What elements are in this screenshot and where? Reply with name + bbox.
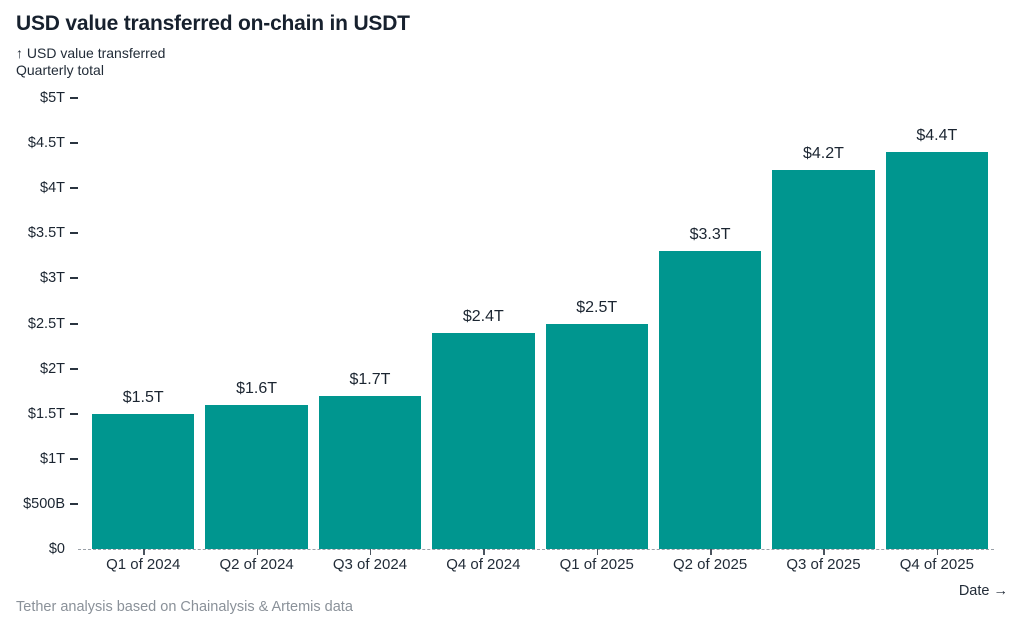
bar-value-label: $2.4T [462, 307, 504, 325]
y-axis-tick-mark [70, 232, 78, 235]
bar[interactable] [92, 413, 195, 549]
y-axis-label: $4T [40, 180, 65, 197]
y-axis-tick-mark [70, 412, 78, 415]
x-axis-baseline [78, 549, 994, 550]
bar-column: $3.3T Q2 of 2025 [658, 98, 762, 573]
x-axis-tick [596, 549, 599, 555]
y-axis-label: $4.5T [27, 135, 65, 152]
bar-column: $4.2T Q3 of 2025 [772, 98, 875, 573]
y-axis-label: $500B [23, 495, 65, 512]
x-axis-caption: Date → [958, 583, 1008, 599]
x-axis-tick [369, 549, 372, 555]
x-axis-tick [483, 549, 485, 555]
bar-column: $2.5T Q1 of 2025 [545, 98, 648, 573]
bar-column: $1.7T Q3 of 2024 [318, 98, 422, 573]
y-axis-label: $3T [40, 270, 65, 287]
y-axis-tick-row: $500B [0, 495, 78, 513]
y-axis-tick-mark [70, 97, 78, 99]
source-note: Tether analysis based on Chainalysis & A… [16, 599, 353, 615]
y-axis-tick-row: $3.5T [0, 224, 78, 242]
bar-value-label: $1.5T [122, 388, 164, 406]
y-axis-tick-row: $1T [0, 450, 78, 468]
x-axis-label: Q4 of 2025 [899, 556, 974, 573]
bar[interactable] [885, 152, 988, 549]
y-axis-tick-row: $2T [0, 360, 78, 378]
x-axis-label: Q1 of 2024 [106, 556, 181, 573]
y-axis-label: $5T [40, 90, 65, 106]
bar-column: $1.5T Q1 of 2024 [92, 98, 195, 573]
bar-value-label: $4.2T [802, 145, 844, 163]
bar-column: $2.4T Q4 of 2024 [432, 98, 535, 573]
chart-title: USD value transferred on-chain in USDT [16, 12, 410, 35]
y-axis-label: $3.5T [27, 225, 65, 242]
bar-value-label: $1.7T [349, 370, 391, 388]
y-axis-tick-row: $5T [0, 89, 78, 107]
bar-column: $4.4T Q4 of 2025 [885, 98, 988, 573]
y-axis-tick-row: $2.5T [0, 315, 78, 333]
y-axis-label: $1.5T [27, 405, 65, 422]
y-axis-tick-row: $4T [0, 179, 78, 197]
x-axis-tick [256, 549, 259, 555]
y-axis-tick-mark [70, 322, 78, 325]
y-axis-tick-row: $3T [0, 269, 78, 287]
bar-value-label: $3.3T [689, 226, 731, 244]
y-axis-tick-mark [70, 187, 78, 190]
y-axis-tick-mark [70, 457, 78, 460]
bar[interactable] [658, 251, 762, 549]
bar-value-label: $2.5T [576, 298, 618, 316]
x-axis-label: Q4 of 2024 [446, 556, 521, 573]
bar[interactable] [205, 404, 308, 549]
x-axis-label: Q2 of 2025 [672, 556, 748, 573]
y-axis-tick-mark [70, 502, 78, 505]
plot-area: $1.5T Q1 of 2024 $1.6T Q2 of 2024 $1.7T Q3 of… [92, 98, 988, 573]
y-axis-label: $2T [40, 360, 65, 377]
y-axis-description: ↑ USD value transferred [16, 45, 166, 61]
x-axis-tick [710, 549, 712, 555]
y-axis-label: $2.5T [27, 315, 65, 332]
x-axis-tick [143, 549, 145, 555]
y-axis-tick-mark [70, 142, 78, 145]
y-axis-label: $1T [40, 450, 65, 467]
bar-column: $1.6T Q2 of 2024 [205, 98, 308, 573]
bar[interactable] [318, 395, 422, 549]
y-axis-tick-row: $1.5T [0, 405, 78, 423]
y-axis-tick-row: $0 [0, 540, 78, 558]
chart-subtitle: ↑ USD value transferred Quarterly total [16, 45, 165, 78]
bar-value-label: $4.4T [916, 127, 958, 145]
y-axis-label: $0 [48, 541, 65, 557]
bar-value-label: $1.6T [236, 379, 278, 397]
x-axis-label: Q1 of 2025 [559, 556, 634, 573]
y-axis-tick-mark [70, 277, 78, 280]
x-axis-label: Q2 of 2024 [219, 556, 294, 573]
x-axis-label: Q3 of 2025 [786, 556, 861, 573]
y-axis-tick-row: $4.5T [0, 134, 78, 152]
bar[interactable] [772, 170, 875, 549]
bar[interactable] [432, 332, 535, 549]
aggregation-note: Quarterly total [16, 61, 104, 78]
bar[interactable] [545, 323, 648, 549]
x-axis-tick [936, 549, 939, 555]
y-axis-tick-mark [70, 367, 78, 370]
x-axis-label: Q3 of 2024 [332, 556, 408, 573]
x-axis-tick [823, 549, 825, 555]
